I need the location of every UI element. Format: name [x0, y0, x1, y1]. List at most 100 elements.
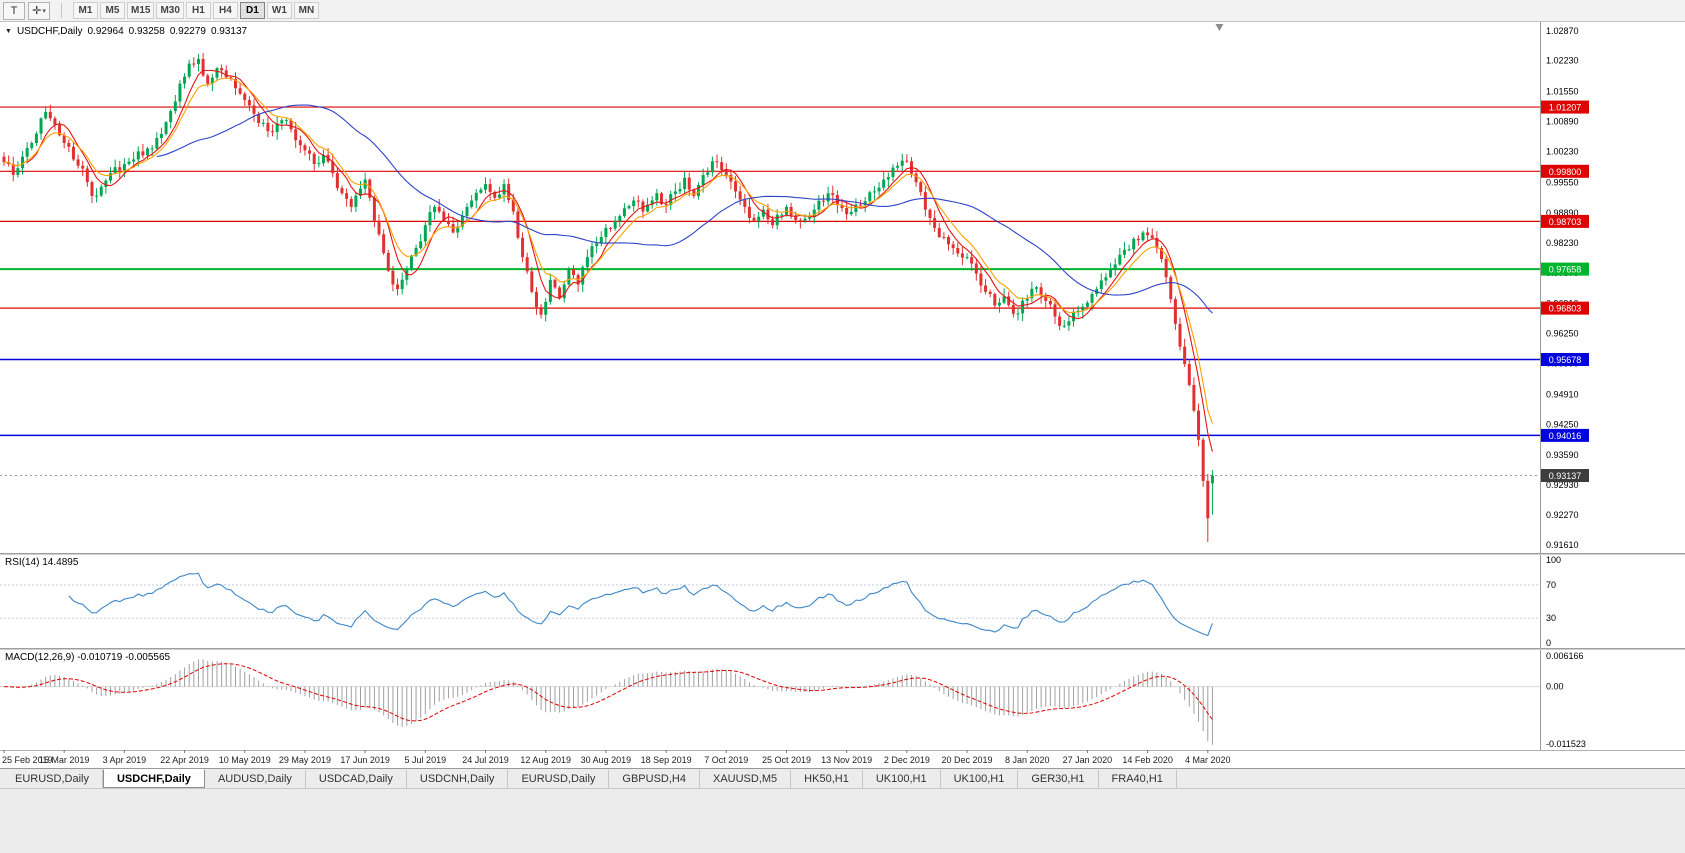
svg-text:27 Jan 2020: 27 Jan 2020: [1063, 755, 1113, 765]
chart-tab-xauusd-m5-7[interactable]: XAUUSD,M5: [700, 770, 792, 788]
svg-text:0.92270: 0.92270: [1546, 510, 1579, 520]
timeframe-button-M1[interactable]: M1: [73, 2, 98, 19]
timeframe-group: M1 M5 M15 M30 H1 H4 D1 W1 MN: [73, 2, 319, 19]
svg-text:70: 70: [1546, 580, 1556, 590]
svg-text:0.91610: 0.91610: [1546, 540, 1579, 550]
svg-text:0.94910: 0.94910: [1546, 390, 1579, 400]
svg-text:1.00890: 1.00890: [1546, 117, 1579, 127]
macd-plot-group: [0, 659, 1540, 745]
chart-tab-usdcnh-daily-4[interactable]: USDCNH,Daily: [407, 770, 509, 788]
chart-tab-uk100-h1-10[interactable]: UK100,H1: [941, 770, 1019, 788]
svg-text:30: 30: [1546, 613, 1556, 623]
panel-divider[interactable]: [0, 553, 1685, 555]
chart-tab-eurusd-daily-5[interactable]: EURUSD,Daily: [508, 770, 610, 788]
rsi-panel[interactable]: 100 70 30 0: [0, 555, 1685, 648]
price-chart[interactable]: 1.02870 1.02230 1.01550 1.00890 1.00230 0.995…: [0, 22, 1685, 553]
svg-text:1.02870: 1.02870: [1546, 26, 1579, 36]
svg-text:10 May 2019: 10 May 2019: [219, 755, 271, 765]
chart-tab-ger30-h1-11[interactable]: GER30,H1: [1018, 770, 1099, 788]
svg-text:0.00: 0.00: [1546, 682, 1564, 692]
svg-text:17 Jun 2019: 17 Jun 2019: [340, 755, 390, 765]
svg-text:0.94016: 0.94016: [1549, 431, 1582, 441]
svg-text:100: 100: [1546, 555, 1561, 565]
svg-text:18 Sep 2019: 18 Sep 2019: [641, 755, 692, 765]
svg-text:0.99800: 0.99800: [1549, 167, 1582, 177]
chart-tab-gbpusd-h4-6[interactable]: GBPUSD,H4: [609, 770, 700, 788]
svg-text:0.98890: 0.98890: [1546, 208, 1579, 218]
svg-text:7 Oct 2019: 7 Oct 2019: [704, 755, 748, 765]
svg-text:8 Jan 2020: 8 Jan 2020: [1005, 755, 1050, 765]
svg-text:0.93137: 0.93137: [1549, 471, 1582, 481]
svg-text:1.01207: 1.01207: [1549, 103, 1582, 113]
macd-axis[interactable]: 0.006166 0.00 -0.011523: [1540, 650, 1685, 750]
svg-text:0.98230: 0.98230: [1546, 238, 1579, 248]
svg-text:0.95678: 0.95678: [1549, 355, 1582, 365]
macd-panel[interactable]: 0.006166 0.00 -0.011523: [0, 650, 1685, 750]
cursor-tool-button[interactable]: ✛ ▾: [28, 1, 50, 20]
timeframe-button-M5[interactable]: M5: [100, 2, 125, 19]
svg-text:0: 0: [1546, 638, 1551, 648]
svg-text:30 Aug 2019: 30 Aug 2019: [581, 755, 632, 765]
toolbar-separator: [61, 3, 62, 18]
rsi-axis[interactable]: 100 70 30 0: [1540, 555, 1685, 648]
svg-text:0.006166: 0.006166: [1546, 651, 1584, 661]
text-tool-icon: T: [10, 4, 18, 17]
dropdown-caret-icon: ▾: [42, 7, 46, 15]
svg-text:-0.011523: -0.011523: [1546, 739, 1586, 749]
timeframe-button-D1[interactable]: D1: [239, 2, 265, 19]
candles-group: [2, 52, 1214, 543]
horizontal-levels-group[interactable]: [0, 106, 1540, 477]
svg-text:15 Mar 2019: 15 Mar 2019: [39, 755, 90, 765]
svg-text:4 Mar 2020: 4 Mar 2020: [1185, 755, 1231, 765]
timeframe-button-M15[interactable]: M15: [127, 2, 155, 19]
svg-text:13 Nov 2019: 13 Nov 2019: [821, 755, 872, 765]
svg-text:25 Oct 2019: 25 Oct 2019: [762, 755, 811, 765]
chart-tab-bar: EURUSD,Daily USDCHF,Daily AUDUSD,Daily USDC…: [0, 768, 1685, 788]
svg-text:29 May 2019: 29 May 2019: [279, 755, 331, 765]
chart-tab-eurusd-daily-0[interactable]: EURUSD,Daily: [2, 770, 103, 788]
chart-shift-marker: [1215, 24, 1224, 31]
status-bar: [0, 788, 1685, 853]
svg-text:5 Jul 2019: 5 Jul 2019: [405, 755, 447, 765]
moving-averages-group: [3, 69, 1213, 452]
timeframe-button-M30[interactable]: M30: [156, 2, 184, 19]
svg-text:0.97658: 0.97658: [1549, 265, 1582, 275]
svg-text:3 Apr 2019: 3 Apr 2019: [103, 755, 147, 765]
svg-text:22 Apr 2019: 22 Apr 2019: [160, 755, 209, 765]
svg-text:0.99550: 0.99550: [1546, 178, 1579, 188]
chart-tab-audusd-daily-2[interactable]: AUDUSD,Daily: [205, 770, 306, 788]
svg-text:1.00230: 1.00230: [1546, 147, 1579, 157]
panel-divider[interactable]: [0, 648, 1685, 650]
chart-tab-usdcad-daily-3[interactable]: USDCAD,Daily: [306, 770, 407, 788]
svg-text:0.94250: 0.94250: [1546, 420, 1579, 430]
timeframe-button-H4[interactable]: H4: [212, 2, 238, 19]
svg-text:0.93590: 0.93590: [1546, 450, 1579, 460]
svg-text:14 Feb 2020: 14 Feb 2020: [1122, 755, 1173, 765]
svg-text:12 Aug 2019: 12 Aug 2019: [520, 755, 571, 765]
rsi-plot-group: [0, 572, 1540, 637]
text-tool-button[interactable]: T: [3, 1, 25, 20]
svg-text:0.92930: 0.92930: [1546, 480, 1579, 490]
chart-tab-usdchf-daily-1[interactable]: USDCHF,Daily: [102, 769, 205, 788]
timeframe-button-H1[interactable]: H1: [185, 2, 211, 19]
svg-text:1.02230: 1.02230: [1546, 55, 1579, 65]
timeframe-button-MN[interactable]: MN: [293, 2, 319, 19]
chart-tab-uk100-h1-9[interactable]: UK100,H1: [863, 770, 941, 788]
svg-text:1.01550: 1.01550: [1546, 86, 1579, 96]
crosshair-icon: ✛: [32, 5, 42, 17]
svg-text:2 Dec 2019: 2 Dec 2019: [884, 755, 930, 765]
svg-text:24 Jul 2019: 24 Jul 2019: [462, 755, 509, 765]
chart-tab-hk50-h1-8[interactable]: HK50,H1: [791, 770, 863, 788]
timeframe-button-W1[interactable]: W1: [266, 2, 292, 19]
svg-text:0.96803: 0.96803: [1549, 304, 1582, 314]
price-axis[interactable]: 1.02870 1.02230 1.01550 1.00890 1.00230 0.995…: [1215, 22, 1685, 553]
chart-tab-fra40-h1-12[interactable]: FRA40,H1: [1099, 770, 1177, 788]
svg-text:25 Feb 2019: 25 Feb 2019: [2, 755, 53, 765]
svg-text:0.98703: 0.98703: [1549, 217, 1582, 227]
top-toolbar: T ✛ ▾ M1 M5 M15 M30 H1 H4 D1 W1 MN: [0, 0, 1685, 22]
svg-text:0.96250: 0.96250: [1546, 328, 1579, 338]
svg-text:20 Dec 2019: 20 Dec 2019: [942, 755, 993, 765]
